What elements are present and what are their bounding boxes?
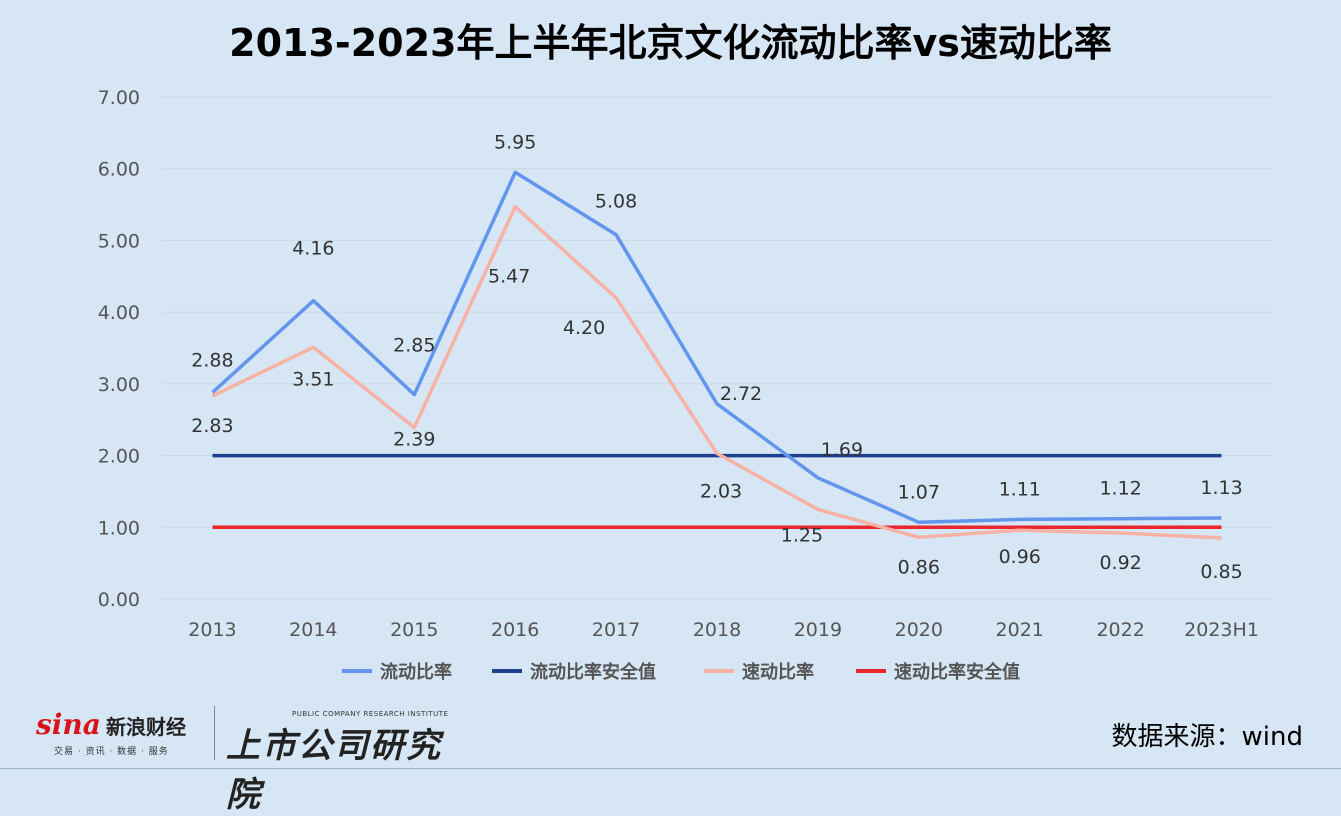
sina-logo-word: sina <box>36 708 101 741</box>
data-label: 4.20 <box>563 317 605 339</box>
legend-label: 流动比率 <box>380 661 452 683</box>
data-label: 0.96 <box>999 546 1041 568</box>
x-tick-label: 2013 <box>188 619 236 641</box>
data-label: 1.13 <box>1200 477 1242 499</box>
y-tick-label: 1.00 <box>98 517 140 539</box>
data-label: 2.03 <box>700 480 742 502</box>
data-label: 4.16 <box>292 238 334 260</box>
x-tick-label: 2021 <box>996 619 1044 641</box>
institute-logo-cn: 上市公司研究院 <box>226 718 466 816</box>
series-line-0 <box>213 172 1222 522</box>
y-tick-label: 0.00 <box>98 589 140 611</box>
data-label: 1.07 <box>898 481 940 503</box>
data-label: 1.11 <box>999 478 1041 500</box>
y-tick-label: 7.00 <box>98 87 140 109</box>
legend-label: 速动比率 <box>742 661 814 683</box>
y-tick-label: 4.00 <box>98 302 140 324</box>
y-tick-label: 6.00 <box>98 159 140 181</box>
legend-label: 速动比率安全值 <box>894 661 1020 683</box>
data-label: 2.88 <box>191 349 233 371</box>
legend-label: 流动比率安全值 <box>530 661 656 683</box>
x-tick-label: 2014 <box>289 619 337 641</box>
logo-divider <box>214 706 215 760</box>
x-tick-label: 2023H1 <box>1184 619 1259 641</box>
data-label: 0.92 <box>1099 552 1141 574</box>
sina-finance-logo: sina 新浪财经 交易 · 资讯 · 数据 · 服务 <box>36 708 206 760</box>
data-label: 0.86 <box>898 556 940 578</box>
data-label: 5.95 <box>494 131 536 153</box>
x-tick-label: 2022 <box>1096 619 1144 641</box>
chart-plot: 0.00 1.00 2.00 3.00 4.00 5.00 6.00 7.00 2013 2014… <box>0 0 1341 700</box>
data-label: 0.85 <box>1200 561 1242 583</box>
data-label: 2.72 <box>720 383 762 405</box>
source-note: 数据来源：wind <box>1112 716 1303 753</box>
y-tick-label: 2.00 <box>98 446 140 468</box>
data-label: 1.69 <box>821 439 863 461</box>
y-tick-label: 3.00 <box>98 374 140 396</box>
x-tick-label: 2015 <box>390 619 438 641</box>
data-label: 2.83 <box>191 415 233 437</box>
data-label: 5.08 <box>595 191 637 213</box>
x-tick-label: 2018 <box>693 619 741 641</box>
x-tick-label: 2016 <box>491 619 539 641</box>
data-label: 5.47 <box>488 266 530 288</box>
data-label: 2.39 <box>393 429 435 451</box>
footer-divider <box>0 768 1341 769</box>
sina-logo-sub: 交易 · 资讯 · 数据 · 服务 <box>54 744 169 757</box>
x-tick-label: 2020 <box>895 619 943 641</box>
data-label: 1.25 <box>781 524 823 546</box>
sina-logo-cn: 新浪财经 <box>106 715 186 739</box>
institute-logo: PUBLIC COMPANY RESEARCH INSTITUTE 上市公司研究… <box>226 706 466 762</box>
x-tick-label: 2019 <box>794 619 842 641</box>
data-label: 1.12 <box>1099 478 1141 500</box>
y-tick-label: 5.00 <box>98 230 140 252</box>
institute-logo-en: PUBLIC COMPANY RESEARCH INSTITUTE <box>292 710 448 718</box>
data-label: 3.51 <box>292 368 334 390</box>
data-label: 2.85 <box>393 335 435 357</box>
x-tick-label: 2017 <box>592 619 640 641</box>
